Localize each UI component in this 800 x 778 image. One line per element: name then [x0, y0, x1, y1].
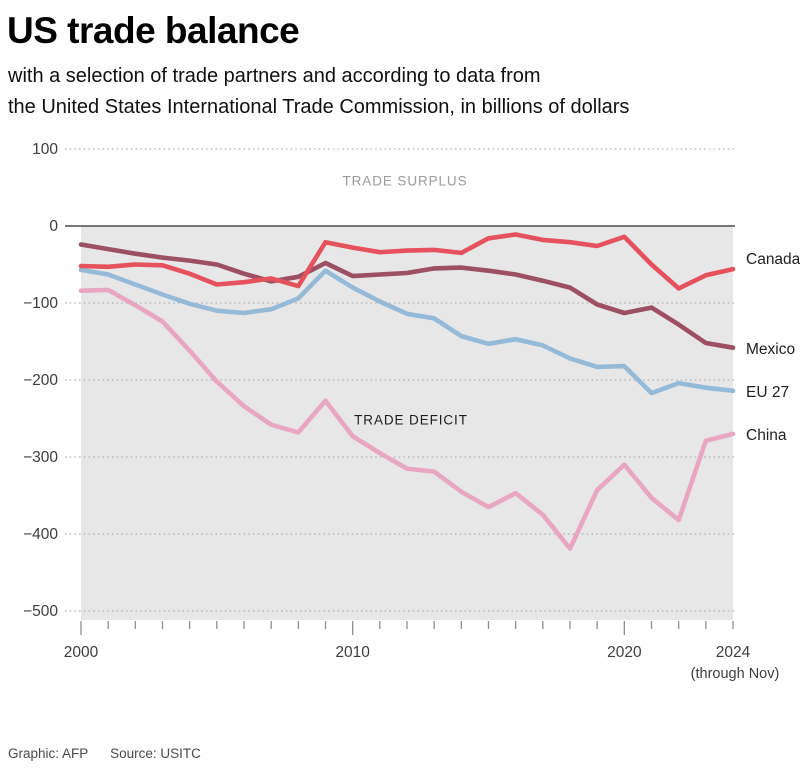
- legend-label-mexico: Mexico: [746, 340, 796, 358]
- legend-label-eu-27: EU 27: [746, 383, 790, 401]
- x-axis-note: (through Nov): [691, 666, 780, 682]
- line-china: [78, 287, 736, 551]
- plot-background: [81, 226, 733, 620]
- y-axis-label-100: 100: [32, 141, 58, 158]
- line-mexico: [78, 242, 736, 351]
- chart-subtitle: with a selection of trade partners and a…: [8, 61, 629, 123]
- y-axis-label--400: −400: [23, 526, 58, 543]
- line-canada: [78, 232, 736, 291]
- graphic-credit: Graphic: AFP: [8, 746, 89, 761]
- y-axis-label-0: 0: [49, 218, 58, 235]
- trade-deficit-label: TRADE DEFICIT: [354, 412, 468, 428]
- x-axis-label-2024: 2024: [716, 644, 751, 661]
- source-credit: Source: USITC: [110, 746, 201, 761]
- subtitle-line-2: the United States International Trade Co…: [8, 96, 630, 118]
- page-title: US trade balance: [7, 10, 300, 51]
- x-axis-label-2010: 2010: [335, 644, 370, 661]
- y-axis-label--500: −500: [23, 603, 58, 620]
- footer-credits: Graphic: AFP Source: USITC: [8, 746, 219, 761]
- x-axis-label-2000: 2000: [64, 644, 99, 661]
- y-axis-label--300: −300: [23, 449, 58, 466]
- legend-label-china: China: [746, 426, 787, 444]
- x-axis-label-2020: 2020: [607, 644, 642, 661]
- subtitle-line-1: with a selection of trade partners and a…: [8, 65, 541, 87]
- trade-surplus-label: TRADE SURPLUS: [342, 173, 468, 189]
- y-axis-label--200: −200: [23, 372, 58, 389]
- y-axis-label--100: −100: [23, 295, 58, 312]
- line-eu-27: [78, 267, 736, 396]
- legend-label-canada: Canada: [746, 251, 800, 269]
